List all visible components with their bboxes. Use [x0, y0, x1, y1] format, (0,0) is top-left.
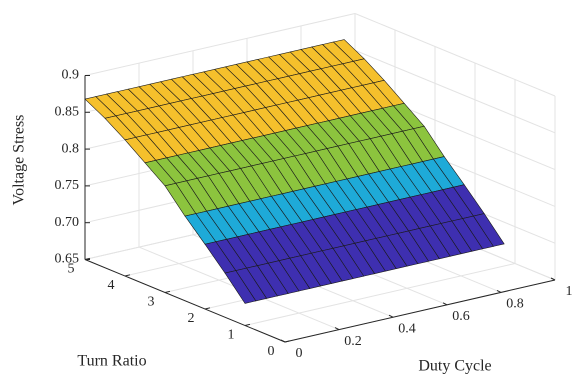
z-axis-label: Voltage Stress — [11, 115, 28, 206]
y-tick-label: 4 — [108, 278, 115, 293]
tick-mark — [280, 339, 286, 343]
z-tick-label: 0.75 — [55, 178, 80, 193]
z-tick-label: 0.65 — [55, 252, 80, 267]
grid-line — [84, 13, 356, 76]
y-tick-label: 5 — [68, 262, 75, 277]
grid-line — [354, 13, 556, 97]
x-tick-label: 0.6 — [452, 309, 470, 324]
y-tick-label: 0 — [268, 344, 275, 359]
x-tick-label: 0 — [296, 346, 303, 361]
grid-line — [244, 263, 516, 326]
x-tick-label: 0.8 — [506, 297, 524, 312]
z-tick-label: 0.8 — [62, 141, 80, 156]
grid-line — [354, 49, 556, 134]
y-tick-label: 3 — [148, 295, 155, 310]
surface-patch — [224, 270, 257, 304]
y-tick-label: 2 — [188, 311, 195, 326]
tick-mark — [204, 307, 211, 310]
tick-mark — [442, 302, 448, 306]
y-axis-label: Turn Ratio — [77, 353, 146, 370]
y-tick-label: 1 — [228, 328, 235, 343]
z-tick-label: 0.70 — [55, 215, 80, 230]
axis-line — [84, 259, 286, 343]
z-tick-label: 0.85 — [55, 105, 80, 120]
z-tick-label: 0.9 — [62, 68, 80, 83]
tick-mark — [496, 289, 502, 293]
tick-mark — [388, 314, 394, 318]
tick-mark — [84, 257, 91, 260]
tick-mark — [124, 274, 131, 277]
tick-mark — [164, 290, 171, 293]
x-axis-label: Duty Cycle — [418, 358, 491, 375]
tick-mark — [334, 327, 340, 331]
axis-line — [284, 279, 556, 343]
x-tick-label: 0.4 — [398, 321, 416, 336]
tick-mark — [284, 340, 291, 343]
x-tick-label: 1 — [566, 284, 573, 299]
tick-mark — [244, 323, 251, 326]
tick-mark — [550, 277, 556, 281]
x-tick-label: 0.2 — [344, 334, 362, 349]
